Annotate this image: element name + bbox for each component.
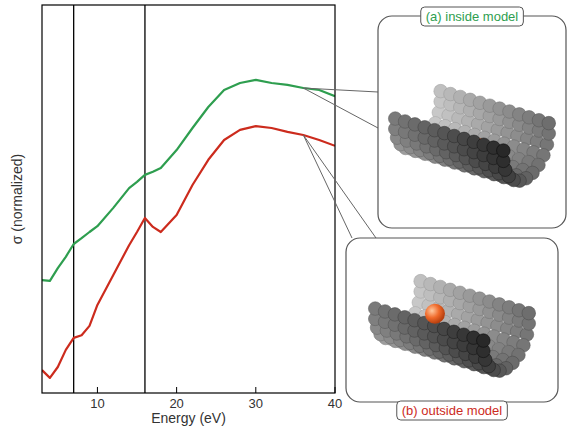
x-tick-label: 10	[90, 396, 104, 411]
x-tick-label: 40	[328, 396, 342, 411]
series-group	[42, 80, 335, 378]
legend-label-box	[397, 401, 508, 420]
y-axis-title: σ (normalized)	[9, 154, 25, 244]
x-tick	[335, 387, 336, 393]
chart: 10 20 30 40 Energy (eV) σ (normalized) (a) ins…	[0, 0, 574, 430]
x-axis-title: Energy (eV)	[151, 410, 226, 426]
legend-label-box	[421, 7, 524, 26]
inset-box	[346, 238, 558, 402]
leader-line	[303, 135, 352, 238]
legend-label: (a) inside model	[426, 9, 519, 24]
leader-line	[303, 88, 378, 92]
tube-atom	[542, 116, 556, 130]
tube-atom	[477, 334, 491, 348]
series-line	[42, 126, 335, 378]
x-tick	[255, 387, 256, 393]
reference-line	[144, 5, 145, 393]
tube-atom	[497, 144, 511, 158]
x-tick-label: 30	[249, 396, 263, 411]
inset-box	[378, 16, 566, 228]
x-tick	[176, 387, 177, 393]
page: {"chart_data": {"type": "line", "x_label…	[0, 0, 574, 430]
x-tick	[97, 387, 98, 393]
reference-line	[73, 5, 74, 393]
inset: (a) inside model	[303, 7, 566, 228]
series-line	[42, 80, 335, 281]
x-tick-label: 20	[169, 396, 183, 411]
leader-line	[303, 88, 378, 128]
tube-atom	[522, 306, 536, 320]
inset: (b) outside model	[303, 135, 558, 420]
legend-label: (b) outside model	[402, 403, 503, 418]
leader-line	[303, 135, 376, 238]
plot-frame	[42, 5, 335, 393]
atom	[425, 304, 445, 324]
